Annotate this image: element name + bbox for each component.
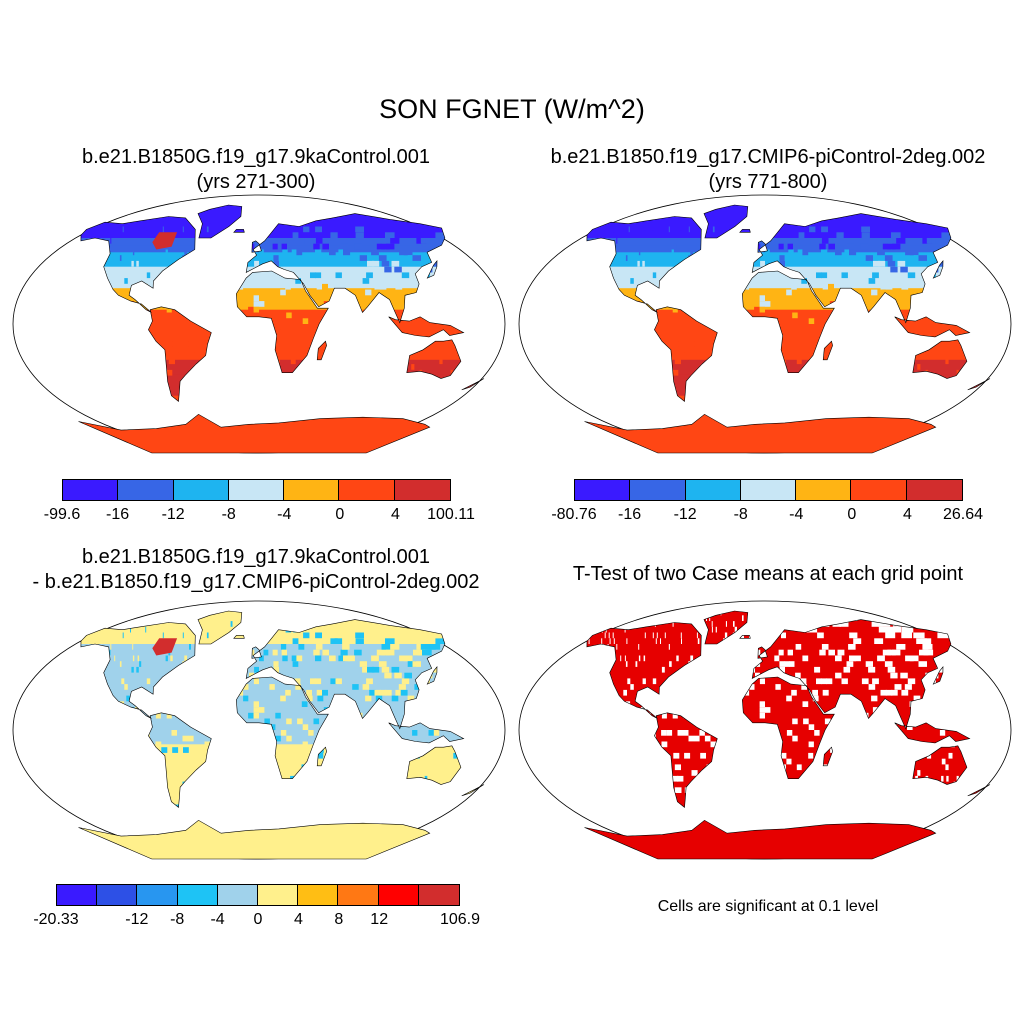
- colorbar-box: [228, 480, 285, 500]
- significance-note: Cells are significant at 0.1 level: [657, 898, 879, 915]
- colorbar-label: 0: [847, 506, 857, 523]
- colorbar-label: 12: [370, 911, 389, 928]
- colorbar-label: 4: [293, 911, 303, 928]
- colorbar-box: [851, 480, 907, 500]
- map-case1: [10, 193, 508, 455]
- colorbar-label: -16: [618, 506, 642, 523]
- colorbar-label: -4: [210, 911, 225, 928]
- panel-diff-title-line1: b.e21.B1850G.f19_g17.9kaControl.001: [81, 546, 431, 568]
- colorbar-box: [177, 885, 218, 905]
- colorbar-label: -99.6: [43, 506, 81, 523]
- colorbar-label: -80.76: [551, 506, 597, 523]
- coastlines: [584, 610, 991, 860]
- colorbar-box: [378, 885, 419, 905]
- colorbar-box: [173, 480, 229, 500]
- colorbar-label: 4: [902, 506, 912, 523]
- map-case1-svg: [12, 194, 506, 454]
- colorbar-box: [137, 885, 178, 905]
- colorbar-label: -8: [733, 506, 748, 523]
- colorbar-label: -4: [277, 506, 292, 523]
- map-diff: [10, 599, 508, 861]
- map-ttest: [516, 599, 1014, 861]
- panel-ttest-title: T-Test of two Case means at each grid po…: [572, 563, 964, 585]
- colorbar-case2: -80.76 -16 -12 -8 -4 0 4 26.64: [551, 479, 983, 525]
- colorbar-box: [685, 480, 741, 500]
- colorbar-label: 106.9: [439, 911, 481, 928]
- colorbar-case1: -99.6 -16 -12 -8 -4 0 4 100.11: [44, 479, 475, 525]
- colorbar-boxes: [62, 479, 451, 501]
- colorbar-box: [740, 480, 797, 500]
- coastlines: [584, 204, 991, 454]
- colorbar-label: -12: [161, 506, 185, 523]
- panel-diff-title-line2: - b.e21.B1850.f19_g17.CMIP6-piControl-2d…: [32, 571, 480, 593]
- panel-case1-title-line1: b.e21.B1850G.f19_g17.9kaControl.001: [81, 146, 431, 168]
- map-case2-svg: [518, 194, 1012, 454]
- colorbar-box: [258, 885, 299, 905]
- colorbar-box: [630, 480, 686, 500]
- colorbar-label: 26.64: [942, 506, 984, 523]
- colorbar-label: 4: [390, 506, 400, 523]
- colorbar-box: [394, 480, 450, 500]
- panel-case1-title-line2: (yrs 271-300): [196, 171, 316, 193]
- coastlines: [78, 610, 485, 860]
- colorbar-box: [575, 480, 631, 500]
- colorbar-box: [339, 480, 395, 500]
- map-case2: [516, 193, 1014, 455]
- colorbar-label: 0: [253, 911, 263, 928]
- colorbar-box: [57, 885, 98, 905]
- colorbar-label: 8: [334, 911, 344, 928]
- colorbar-boxes: [56, 884, 460, 906]
- colorbar-box: [284, 480, 340, 500]
- colorbar-label: -8: [221, 506, 236, 523]
- map-ttest-svg: [518, 600, 1012, 860]
- colorbar-box: [217, 885, 259, 905]
- colorbar-label: 100.11: [427, 506, 475, 523]
- colorbar-label: -12: [125, 911, 149, 928]
- main-title: SON FGNET (W/m^2): [379, 94, 645, 124]
- colorbar-box: [796, 480, 852, 500]
- coastlines: [78, 204, 485, 454]
- colorbar-box: [298, 885, 339, 905]
- panel-case2-title-line1: b.e21.B1850.f19_g17.CMIP6-piControl-2deg…: [550, 146, 986, 168]
- colorbar-label: 0: [335, 506, 345, 523]
- colorbar-label: -20.33: [33, 911, 79, 928]
- colorbar-label: -8: [170, 911, 185, 928]
- map-diff-svg: [12, 600, 506, 860]
- colorbar-box: [338, 885, 379, 905]
- colorbar-box: [906, 480, 962, 500]
- colorbar-box: [97, 885, 138, 905]
- colorbar-label: -12: [673, 506, 697, 523]
- colorbar-diff: -20.33 -12 -8 -4 0 4 8 12 106.9: [33, 884, 480, 930]
- colorbar-box: [63, 480, 119, 500]
- panel-case2-title-line2: (yrs 771-800): [708, 171, 828, 193]
- colorbar-box: [418, 885, 460, 905]
- colorbar-boxes: [574, 479, 963, 501]
- colorbar-label: -16: [106, 506, 130, 523]
- colorbar-box: [118, 480, 174, 500]
- colorbar-label: -4: [789, 506, 804, 523]
